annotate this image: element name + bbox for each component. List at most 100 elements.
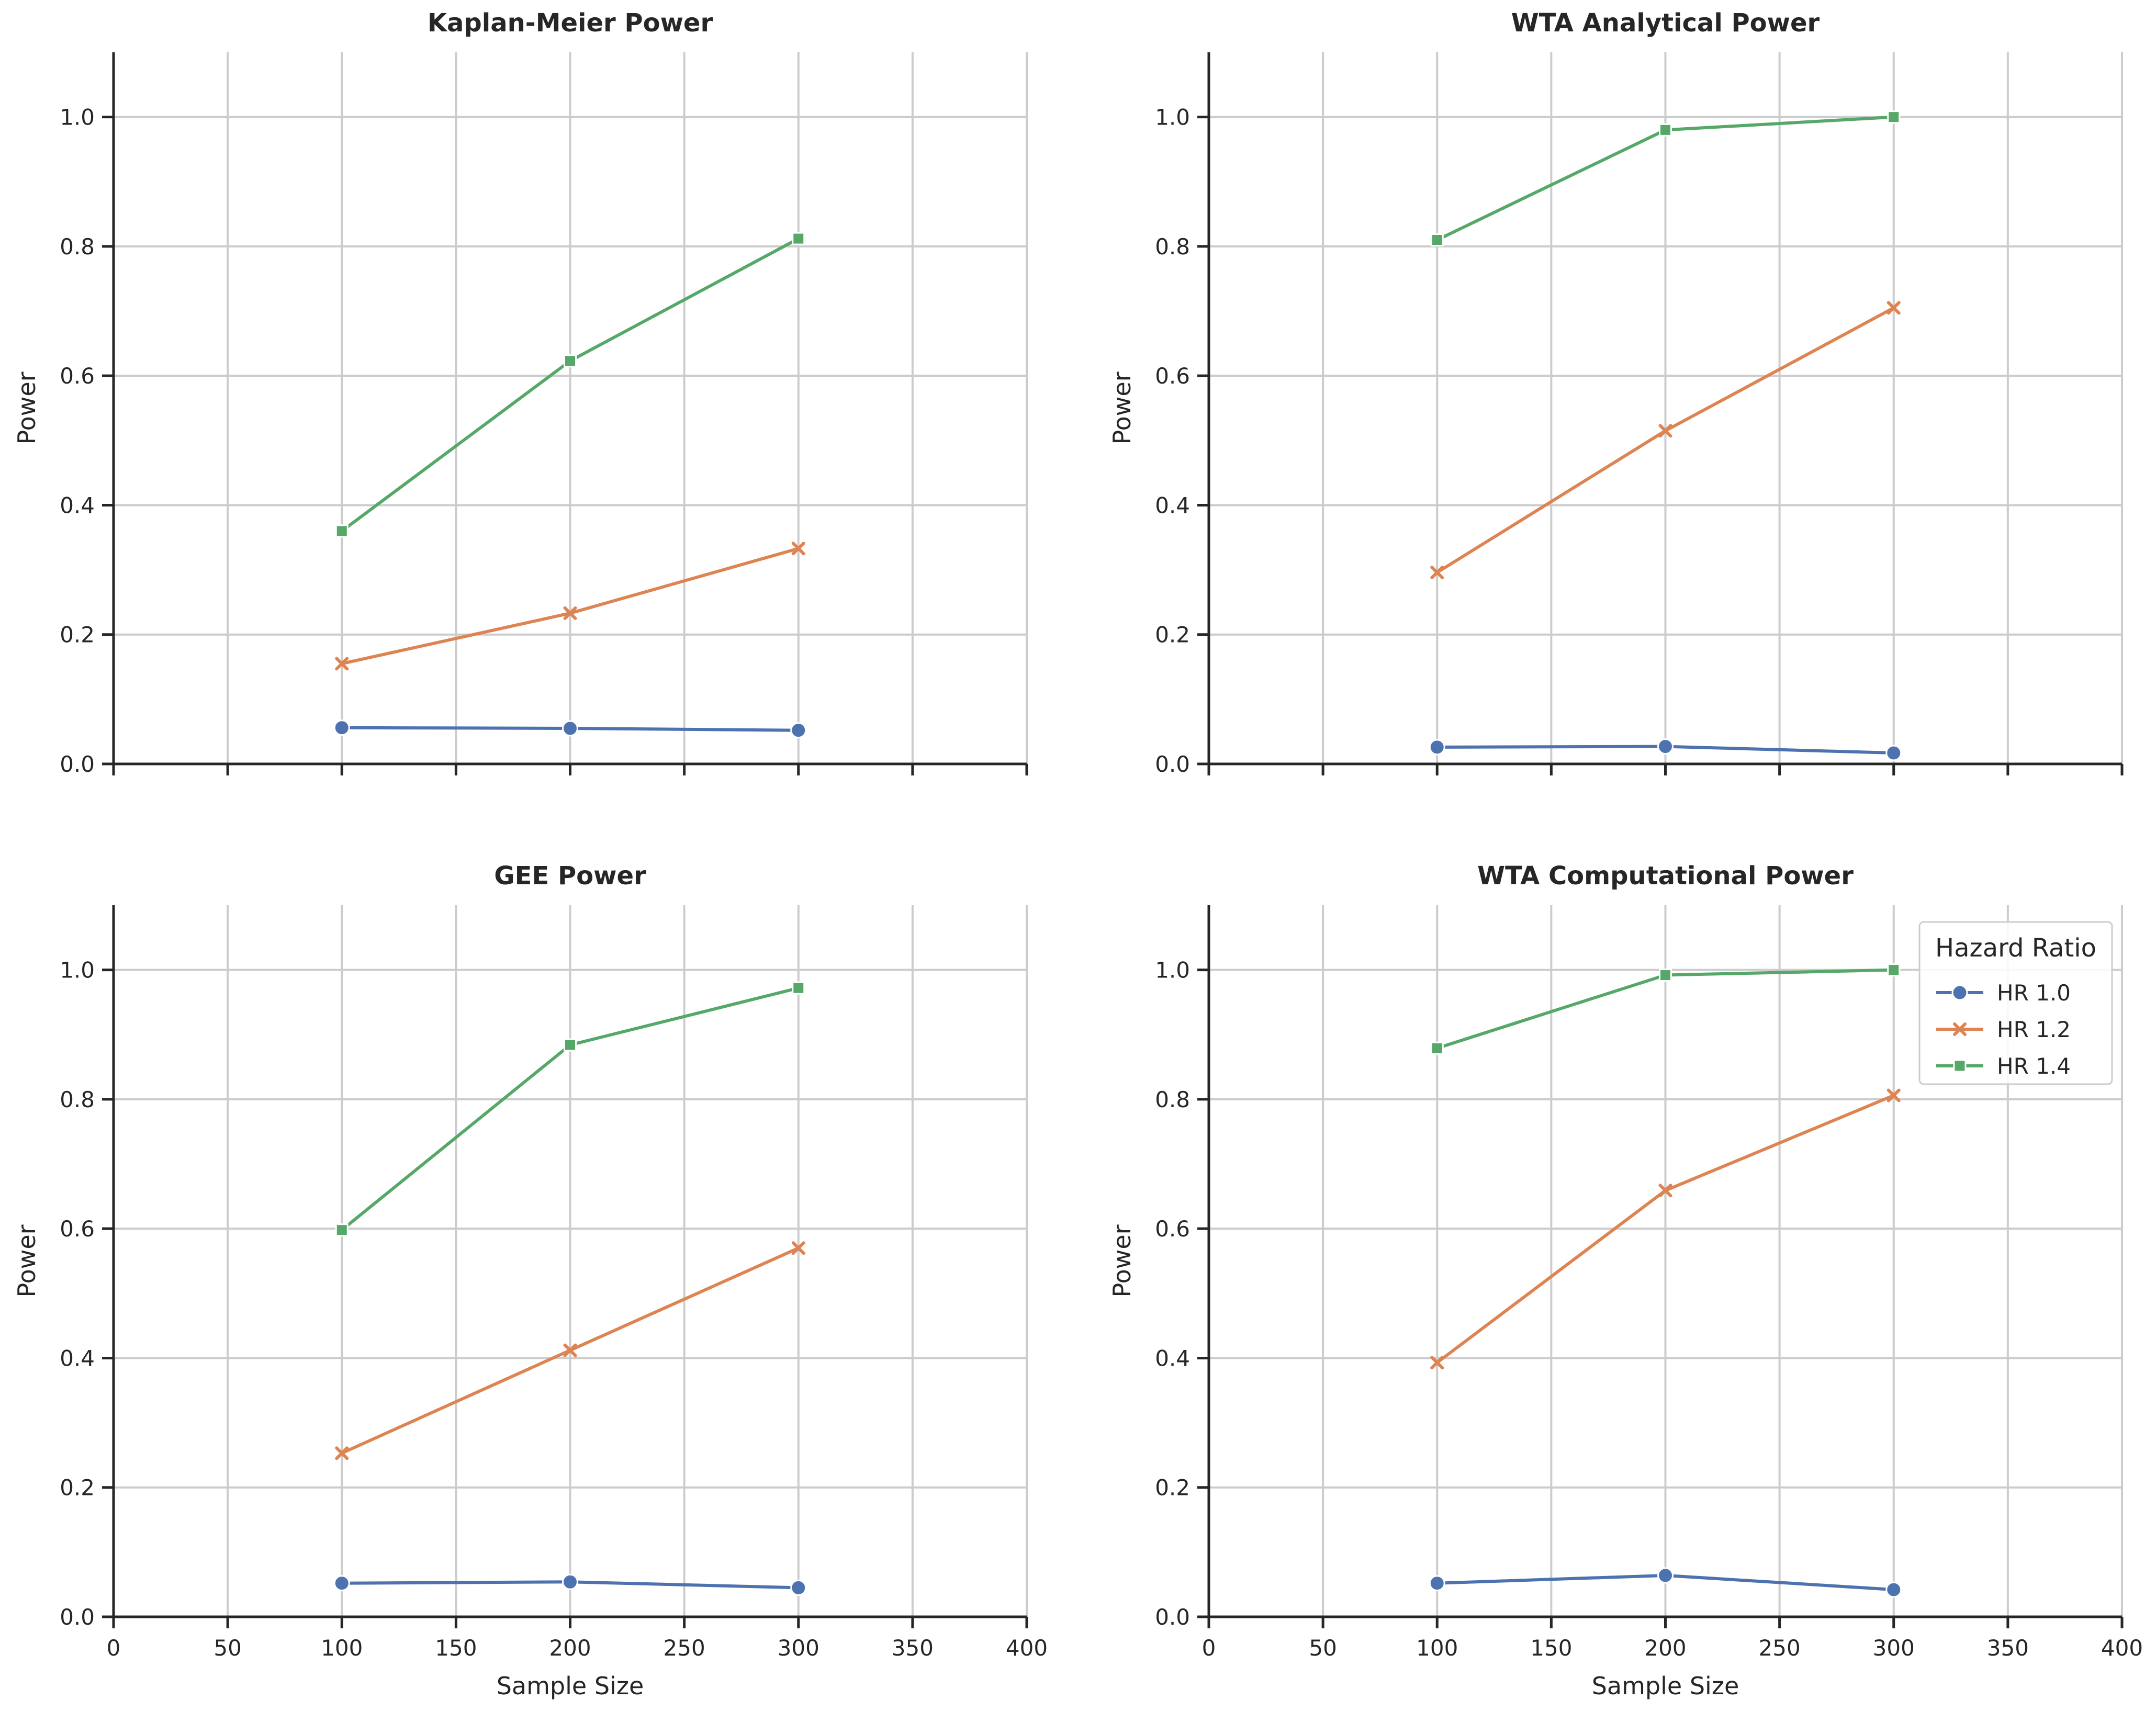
data-point — [1885, 745, 1902, 761]
y-tick-label: 0.2 — [60, 622, 95, 648]
x-tick-label: 0 — [107, 1635, 121, 1661]
data-point — [335, 1446, 349, 1460]
legend-label: HR 1.2 — [1997, 1017, 2071, 1042]
series-hr-1-2 — [1430, 1088, 1901, 1370]
panel-title: Kaplan-Meier Power — [428, 8, 713, 38]
series-hr-1-0 — [1429, 738, 1902, 761]
data-point — [562, 1573, 578, 1590]
data-point — [790, 722, 807, 739]
data-point — [791, 1241, 805, 1255]
data-point — [335, 524, 349, 538]
data-point — [333, 1575, 350, 1592]
data-point — [564, 1038, 577, 1052]
y-axis-label: Power — [1108, 1224, 1136, 1297]
data-point — [1429, 1575, 1445, 1592]
y-tick-label: 1.0 — [60, 105, 95, 130]
y-tick-label: 0.6 — [1155, 1216, 1190, 1242]
series-hr-1-4 — [335, 232, 805, 538]
y-axis-label: Power — [1108, 372, 1136, 444]
y-tick-label: 0.8 — [60, 234, 95, 260]
legend-entry-hr-1-0: HR 1.0 — [1936, 980, 2071, 1006]
y-tick-label: 0.2 — [60, 1475, 95, 1501]
y-tick-label: 1.0 — [1155, 105, 1190, 130]
x-tick-label: 0 — [1202, 1635, 1216, 1661]
data-point — [1885, 1581, 1902, 1598]
y-tick-label: 0.0 — [1155, 1604, 1190, 1630]
x-tick-label: 150 — [435, 1635, 477, 1661]
x-tick-label: 350 — [892, 1635, 934, 1661]
legend-entry-hr-1-4: HR 1.4 — [1936, 1053, 2071, 1079]
x-tick-label: 50 — [214, 1635, 241, 1661]
data-point — [1887, 963, 1901, 977]
data-point — [335, 1223, 349, 1237]
x-tick-label: 200 — [1644, 1635, 1686, 1661]
panel-title: WTA Computational Power — [1477, 861, 1854, 891]
y-tick-label: 0.4 — [60, 1345, 95, 1371]
y-tick-label: 0.2 — [1155, 622, 1190, 648]
data-point — [333, 719, 350, 736]
x-tick-label: 250 — [1759, 1635, 1801, 1661]
panels: 0.0 0.2 0.4 0.6 0.8 1.0 Kaplan-Meier Power Powe… — [13, 8, 2143, 1700]
panel-wta-analytical-power: 0.0 0.2 0.4 0.6 0.8 1.0 WTA Analytical Power Po… — [1108, 8, 2124, 777]
data-point — [1429, 739, 1445, 756]
legend-entry-hr-1-2: HR 1.2 — [1936, 1017, 2071, 1042]
x-tick-label: 350 — [1987, 1635, 2029, 1661]
y-tick-label: 0.2 — [1155, 1475, 1190, 1501]
series-hr-1-0 — [333, 719, 807, 739]
x-tick-label: 150 — [1530, 1635, 1572, 1661]
data-point — [1887, 110, 1901, 124]
series-hr-1-0 — [333, 1573, 807, 1596]
data-point — [1430, 233, 1444, 247]
legend: Hazard Ratio HR 1.0 HR 1.2 HR 1.4 — [1918, 921, 2113, 1085]
series-hr-1-4 — [1430, 110, 1901, 247]
series-hr-1-4 — [335, 981, 805, 1237]
x-tick-label: 250 — [664, 1635, 705, 1661]
y-tick-label: 0.8 — [60, 1087, 95, 1112]
data-point — [1658, 424, 1672, 438]
panel-wta-computational-power: 0 50 100 150 200 250 300 350 400 0.0 0.2 0.4 0.6 0.8 1… — [1108, 861, 2143, 1700]
data-point — [792, 981, 805, 995]
data-point — [562, 720, 578, 737]
y-tick-label: 1.0 — [1155, 958, 1190, 983]
legend-marker — [1953, 1022, 1967, 1036]
data-point — [563, 1343, 577, 1357]
data-point — [1659, 123, 1672, 137]
x-tick-label: 200 — [549, 1635, 591, 1661]
data-point — [1430, 566, 1444, 580]
data-point — [1659, 969, 1672, 982]
legend-marker — [1953, 1059, 1967, 1073]
data-point — [791, 542, 805, 556]
legend-title: Hazard Ratio — [1935, 933, 2096, 963]
y-tick-label: 0.8 — [1155, 234, 1190, 260]
y-tick-label: 0.0 — [1155, 751, 1190, 777]
series-hr-1-2 — [335, 542, 805, 671]
x-tick-label: 300 — [778, 1635, 819, 1661]
data-point — [1657, 738, 1674, 755]
x-tick-label: 100 — [321, 1635, 363, 1661]
y-tick-label: 1.0 — [60, 958, 95, 983]
x-tick-label: 400 — [2101, 1635, 2143, 1661]
y-tick-label: 0.4 — [60, 492, 95, 518]
panel-title: GEE Power — [494, 861, 646, 891]
y-axis-label: Power — [13, 372, 41, 444]
panel-gee-power: 0 50 100 150 200 250 300 350 400 0.0 0.2 0.4 0.6 0.8 1… — [13, 861, 1048, 1700]
legend-label: HR 1.4 — [1997, 1053, 2071, 1079]
series-hr-1-2 — [335, 1241, 805, 1460]
series-hr-1-4 — [1430, 963, 1901, 1055]
data-point — [1658, 1184, 1672, 1198]
data-point — [335, 657, 349, 671]
data-point — [1886, 1088, 1901, 1102]
y-tick-label: 0.4 — [1155, 492, 1190, 518]
x-axis-label: Sample Size — [1592, 1672, 1739, 1700]
y-tick-label: 0.6 — [1155, 363, 1190, 389]
y-tick-label: 0.6 — [60, 1216, 95, 1242]
legend-label: HR 1.0 — [1997, 980, 2071, 1006]
data-point — [563, 606, 577, 620]
x-tick-label: 100 — [1416, 1635, 1458, 1661]
data-point — [1657, 1567, 1674, 1584]
panel-title: WTA Analytical Power — [1511, 8, 1820, 38]
legend-entries: HR 1.0 HR 1.2 HR 1.4 — [1936, 980, 2071, 1079]
y-axis-label: Power — [13, 1224, 41, 1297]
